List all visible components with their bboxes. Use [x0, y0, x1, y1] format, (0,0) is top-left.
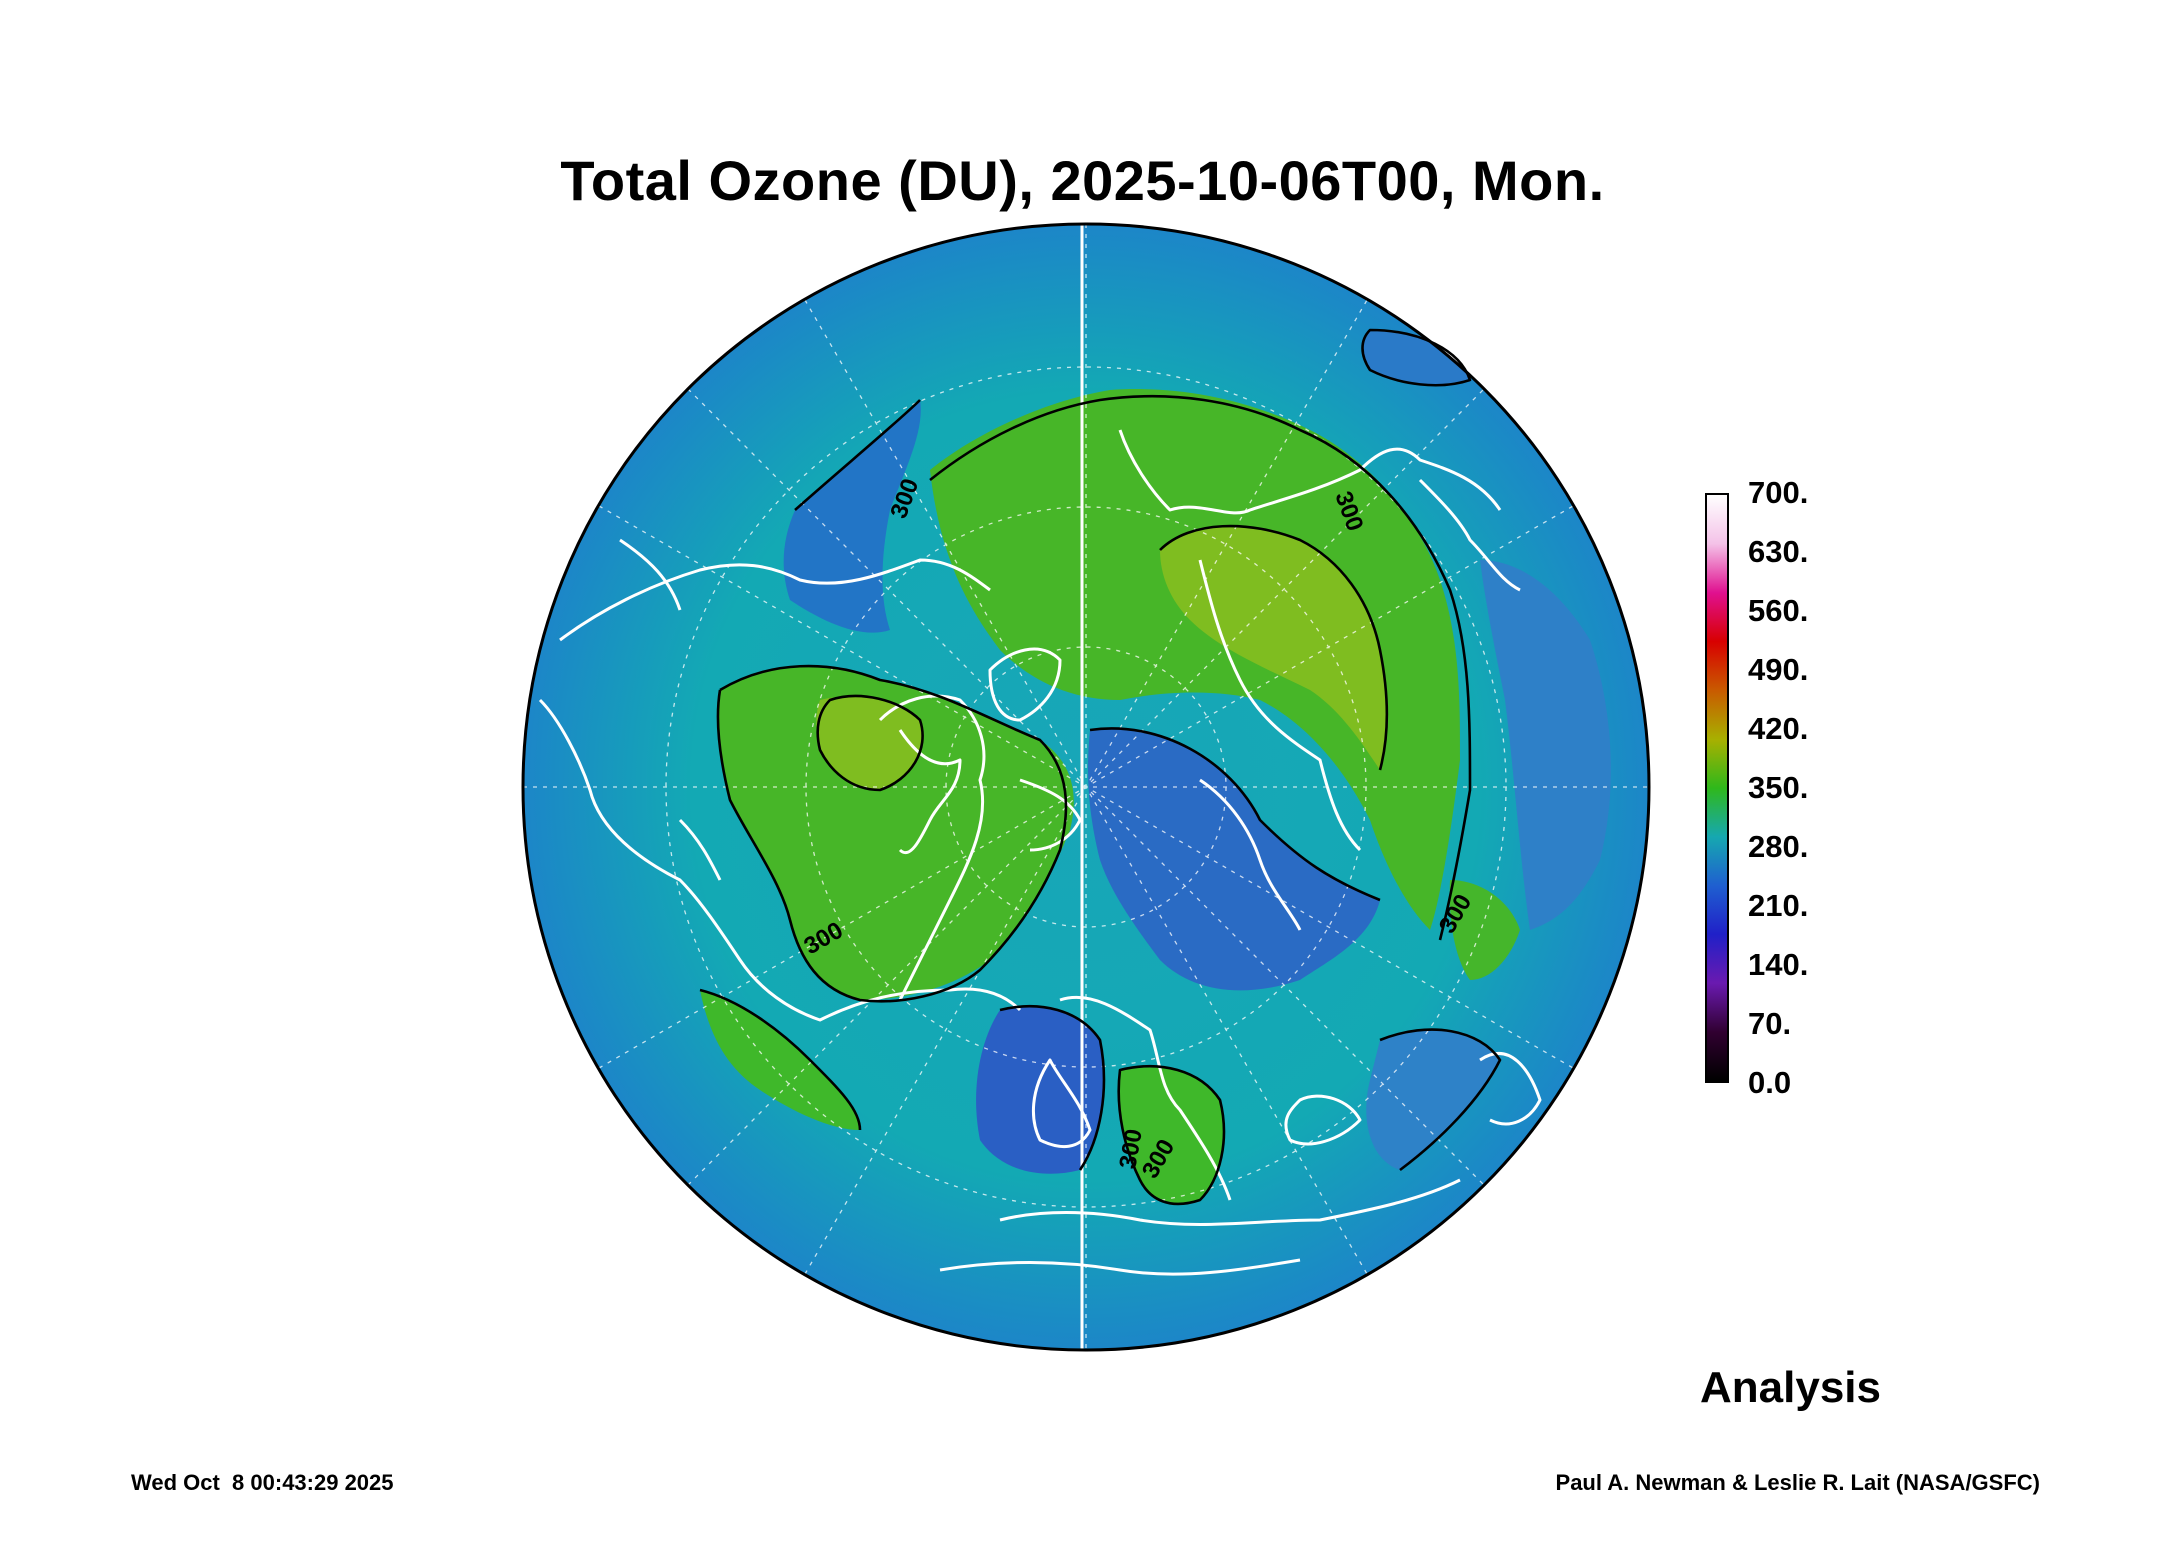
low-ozone-region-pacific	[1362, 330, 1470, 386]
coastlines	[538, 429, 1621, 1276]
colorbar-tick-label: 630.	[1748, 534, 1809, 569]
globe-outline	[521, 222, 1651, 1352]
colorbar-tick-label: 350.	[1748, 770, 1809, 805]
low-ozone-region-east	[1480, 560, 1611, 930]
colorbar-tick-label: 140.	[1748, 947, 1809, 982]
footer-timestamp: Wed Oct 8 00:43:29 2025	[131, 1470, 394, 1495]
product-label: Analysis	[1700, 1363, 1881, 1412]
low-ozone-region-atlantic	[976, 1006, 1104, 1174]
high-ozone-region-europe	[1118, 1066, 1224, 1204]
colorbar-tick-label: 420.	[1748, 711, 1809, 746]
colorbar-tick-label: 700.	[1748, 475, 1809, 510]
colorbar-tick-label: 490.	[1748, 652, 1809, 687]
colorbar-labels: 700. 630. 560. 490. 420. 350. 280. 210. 140. 70. 0…	[1748, 473, 1868, 1103]
high-ozone-region-alaska	[700, 990, 860, 1130]
colorbar-tick-label: 560.	[1748, 593, 1809, 628]
colorbar-tick-label: 280.	[1748, 829, 1809, 864]
colorbar-tick-label: 70.	[1748, 1006, 1792, 1041]
colorbar-tick-label: 210.	[1748, 888, 1809, 923]
map-title: Total Ozone (DU), 2025-10-06T00, Mon.	[560, 149, 1605, 212]
peak-ozone-region-siberia	[1160, 526, 1388, 770]
high-ozone-region-east-asia	[1449, 880, 1520, 980]
footer-credit: Paul A. Newman & Leslie R. Lait (NASA/GS…	[1555, 1470, 2040, 1495]
graticule	[523, 224, 1649, 1350]
colorbar-tick-label: 0.0	[1748, 1065, 1792, 1100]
colorbar	[1705, 493, 1729, 1083]
ozone-contours	[699, 328, 1502, 1206]
low-ozone-region-pole	[1088, 728, 1380, 991]
high-ozone-region-siberia	[930, 389, 1460, 930]
peak-ozone-region-canada	[816, 696, 923, 790]
low-ozone-region-south-east	[1366, 1029, 1500, 1170]
low-ozone-region-north-america	[783, 400, 921, 633]
